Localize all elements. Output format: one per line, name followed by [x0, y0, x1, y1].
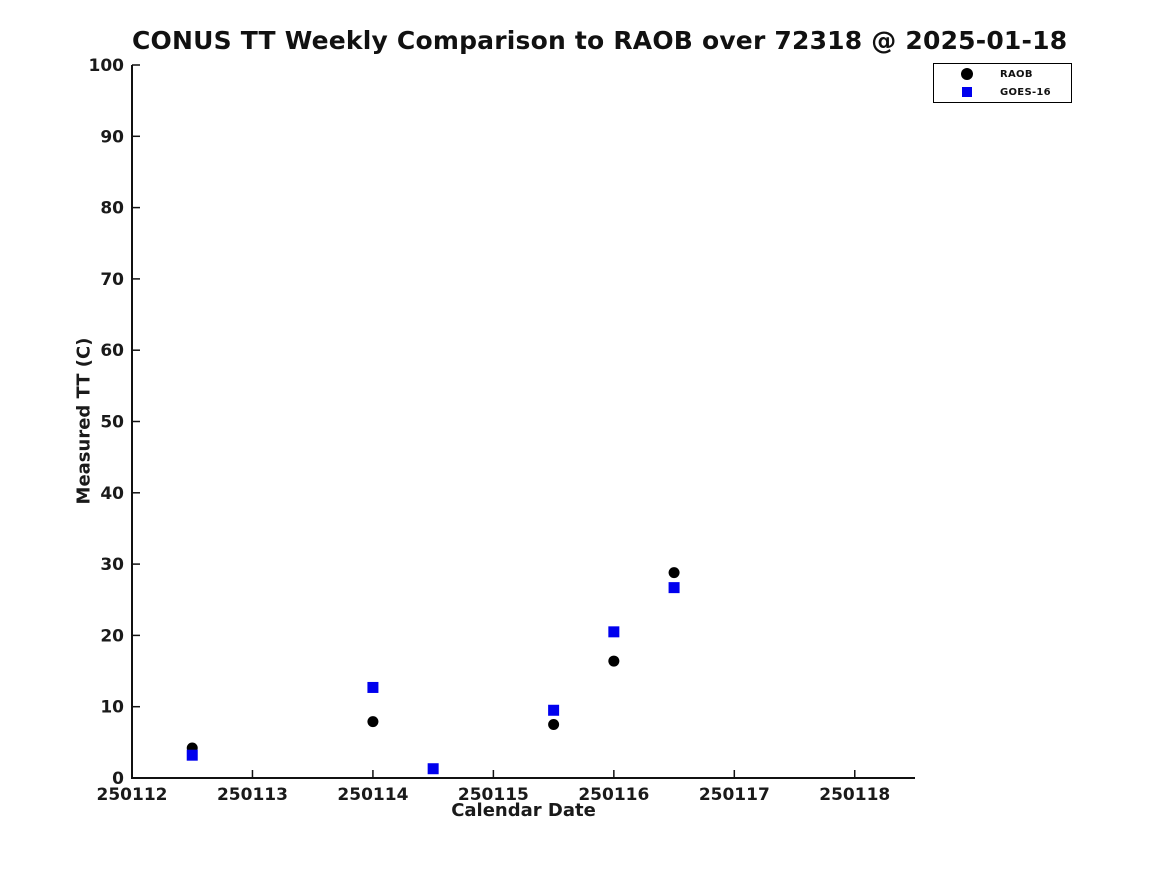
goes16-square-icon — [962, 87, 972, 97]
raob-circle-icon — [961, 68, 973, 80]
y-tick-label: 10 — [100, 698, 124, 718]
goes-16-point — [367, 681, 379, 693]
y-tick-label: 30 — [100, 555, 124, 575]
raob-point — [548, 719, 560, 731]
x-tick-label: 250117 — [699, 785, 770, 805]
y-tick-label: 100 — [89, 56, 125, 76]
y-tick-label: 80 — [100, 199, 124, 219]
raob-point — [668, 567, 680, 579]
raob-point — [367, 716, 379, 728]
x-tick-label: 250116 — [578, 785, 649, 805]
y-tick-label: 90 — [100, 127, 124, 147]
y-tick-label: 40 — [100, 484, 124, 504]
goes-16-point — [548, 704, 560, 716]
legend-label-raob: RAOB — [1000, 68, 1033, 80]
x-axis-label: Calendar Date — [451, 800, 596, 821]
raob-point — [608, 655, 620, 667]
y-tick-label: 0 — [112, 769, 124, 789]
goes-16-point — [608, 626, 620, 638]
legend-label-goes16: GOES-16 — [1000, 86, 1051, 98]
x-tick-label: 250118 — [819, 785, 890, 805]
goes-16-point — [427, 763, 439, 775]
goes-16-point — [668, 582, 680, 594]
y-axis-label: Measured TT (C) — [73, 337, 95, 505]
legend-row-goes16: GOES-16 — [934, 84, 1071, 100]
x-tick-label: 250113 — [217, 785, 288, 805]
y-tick-label: 60 — [100, 341, 124, 361]
x-tick-label: 250115 — [458, 785, 529, 805]
goes-16-point — [186, 749, 198, 761]
chart-title: CONUS TT Weekly Comparison to RAOB over … — [132, 26, 1068, 55]
x-tick-label: 250114 — [337, 785, 408, 805]
y-tick-label: 50 — [100, 413, 124, 433]
axis-lines — [131, 65, 915, 779]
y-tick-label: 70 — [100, 270, 124, 290]
y-tick-label: 20 — [100, 626, 124, 646]
legend: RAOB GOES-16 — [933, 63, 1072, 103]
legend-row-raob: RAOB — [934, 66, 1071, 82]
x-tick-label: 250112 — [97, 785, 168, 805]
